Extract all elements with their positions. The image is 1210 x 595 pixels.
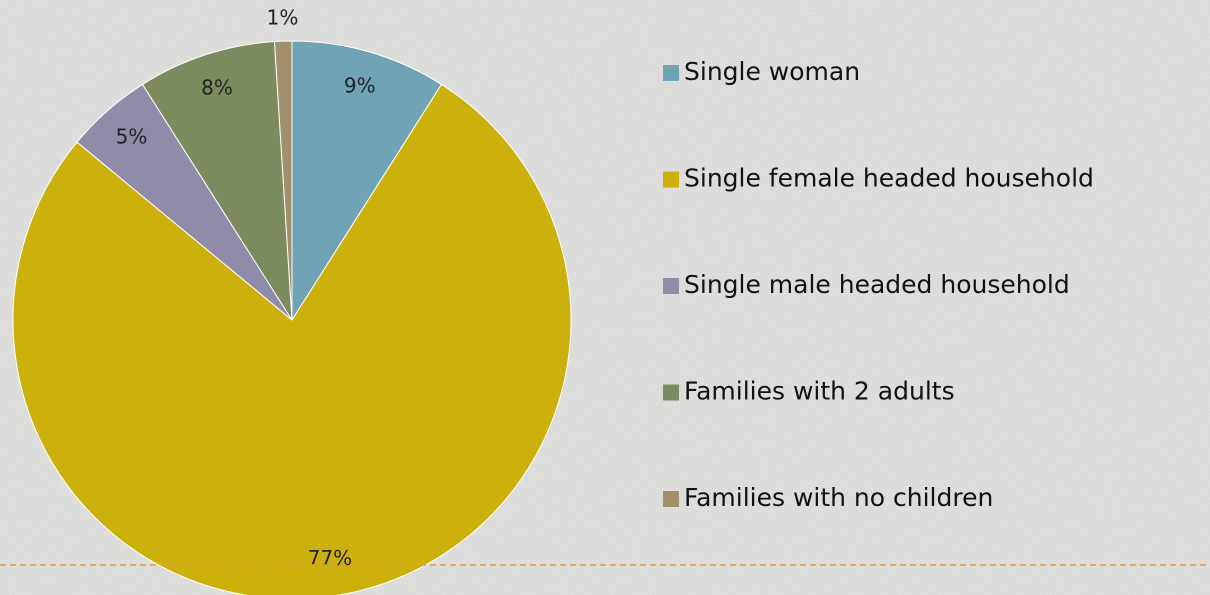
legend-swatch — [663, 491, 679, 507]
data-label: 1% — [267, 5, 299, 29]
legend-swatch — [663, 278, 679, 294]
legend-label: Families with no children — [684, 483, 993, 512]
legend: Single woman Single female headed househo… — [663, 57, 1094, 512]
pie-slice — [291, 40, 443, 322]
pie-slice — [12, 83, 572, 595]
legend-label: Single female headed household — [684, 164, 1094, 193]
data-label: 9% — [344, 73, 376, 97]
legend-swatch — [663, 384, 679, 401]
pie-slice — [273, 40, 293, 321]
legend-label: Families with 2 adults — [684, 377, 955, 406]
pie: 9% 77% 5% 8% 1% — [12, 5, 572, 595]
legend-swatch — [663, 65, 679, 81]
legend-label: Single woman — [684, 57, 860, 86]
pie-slice — [141, 41, 293, 321]
legend-swatch — [663, 171, 679, 188]
legend-label: Single male headed household — [684, 270, 1070, 299]
data-label: 77% — [308, 546, 352, 570]
data-label: 8% — [201, 76, 233, 100]
data-label: 5% — [116, 124, 148, 148]
